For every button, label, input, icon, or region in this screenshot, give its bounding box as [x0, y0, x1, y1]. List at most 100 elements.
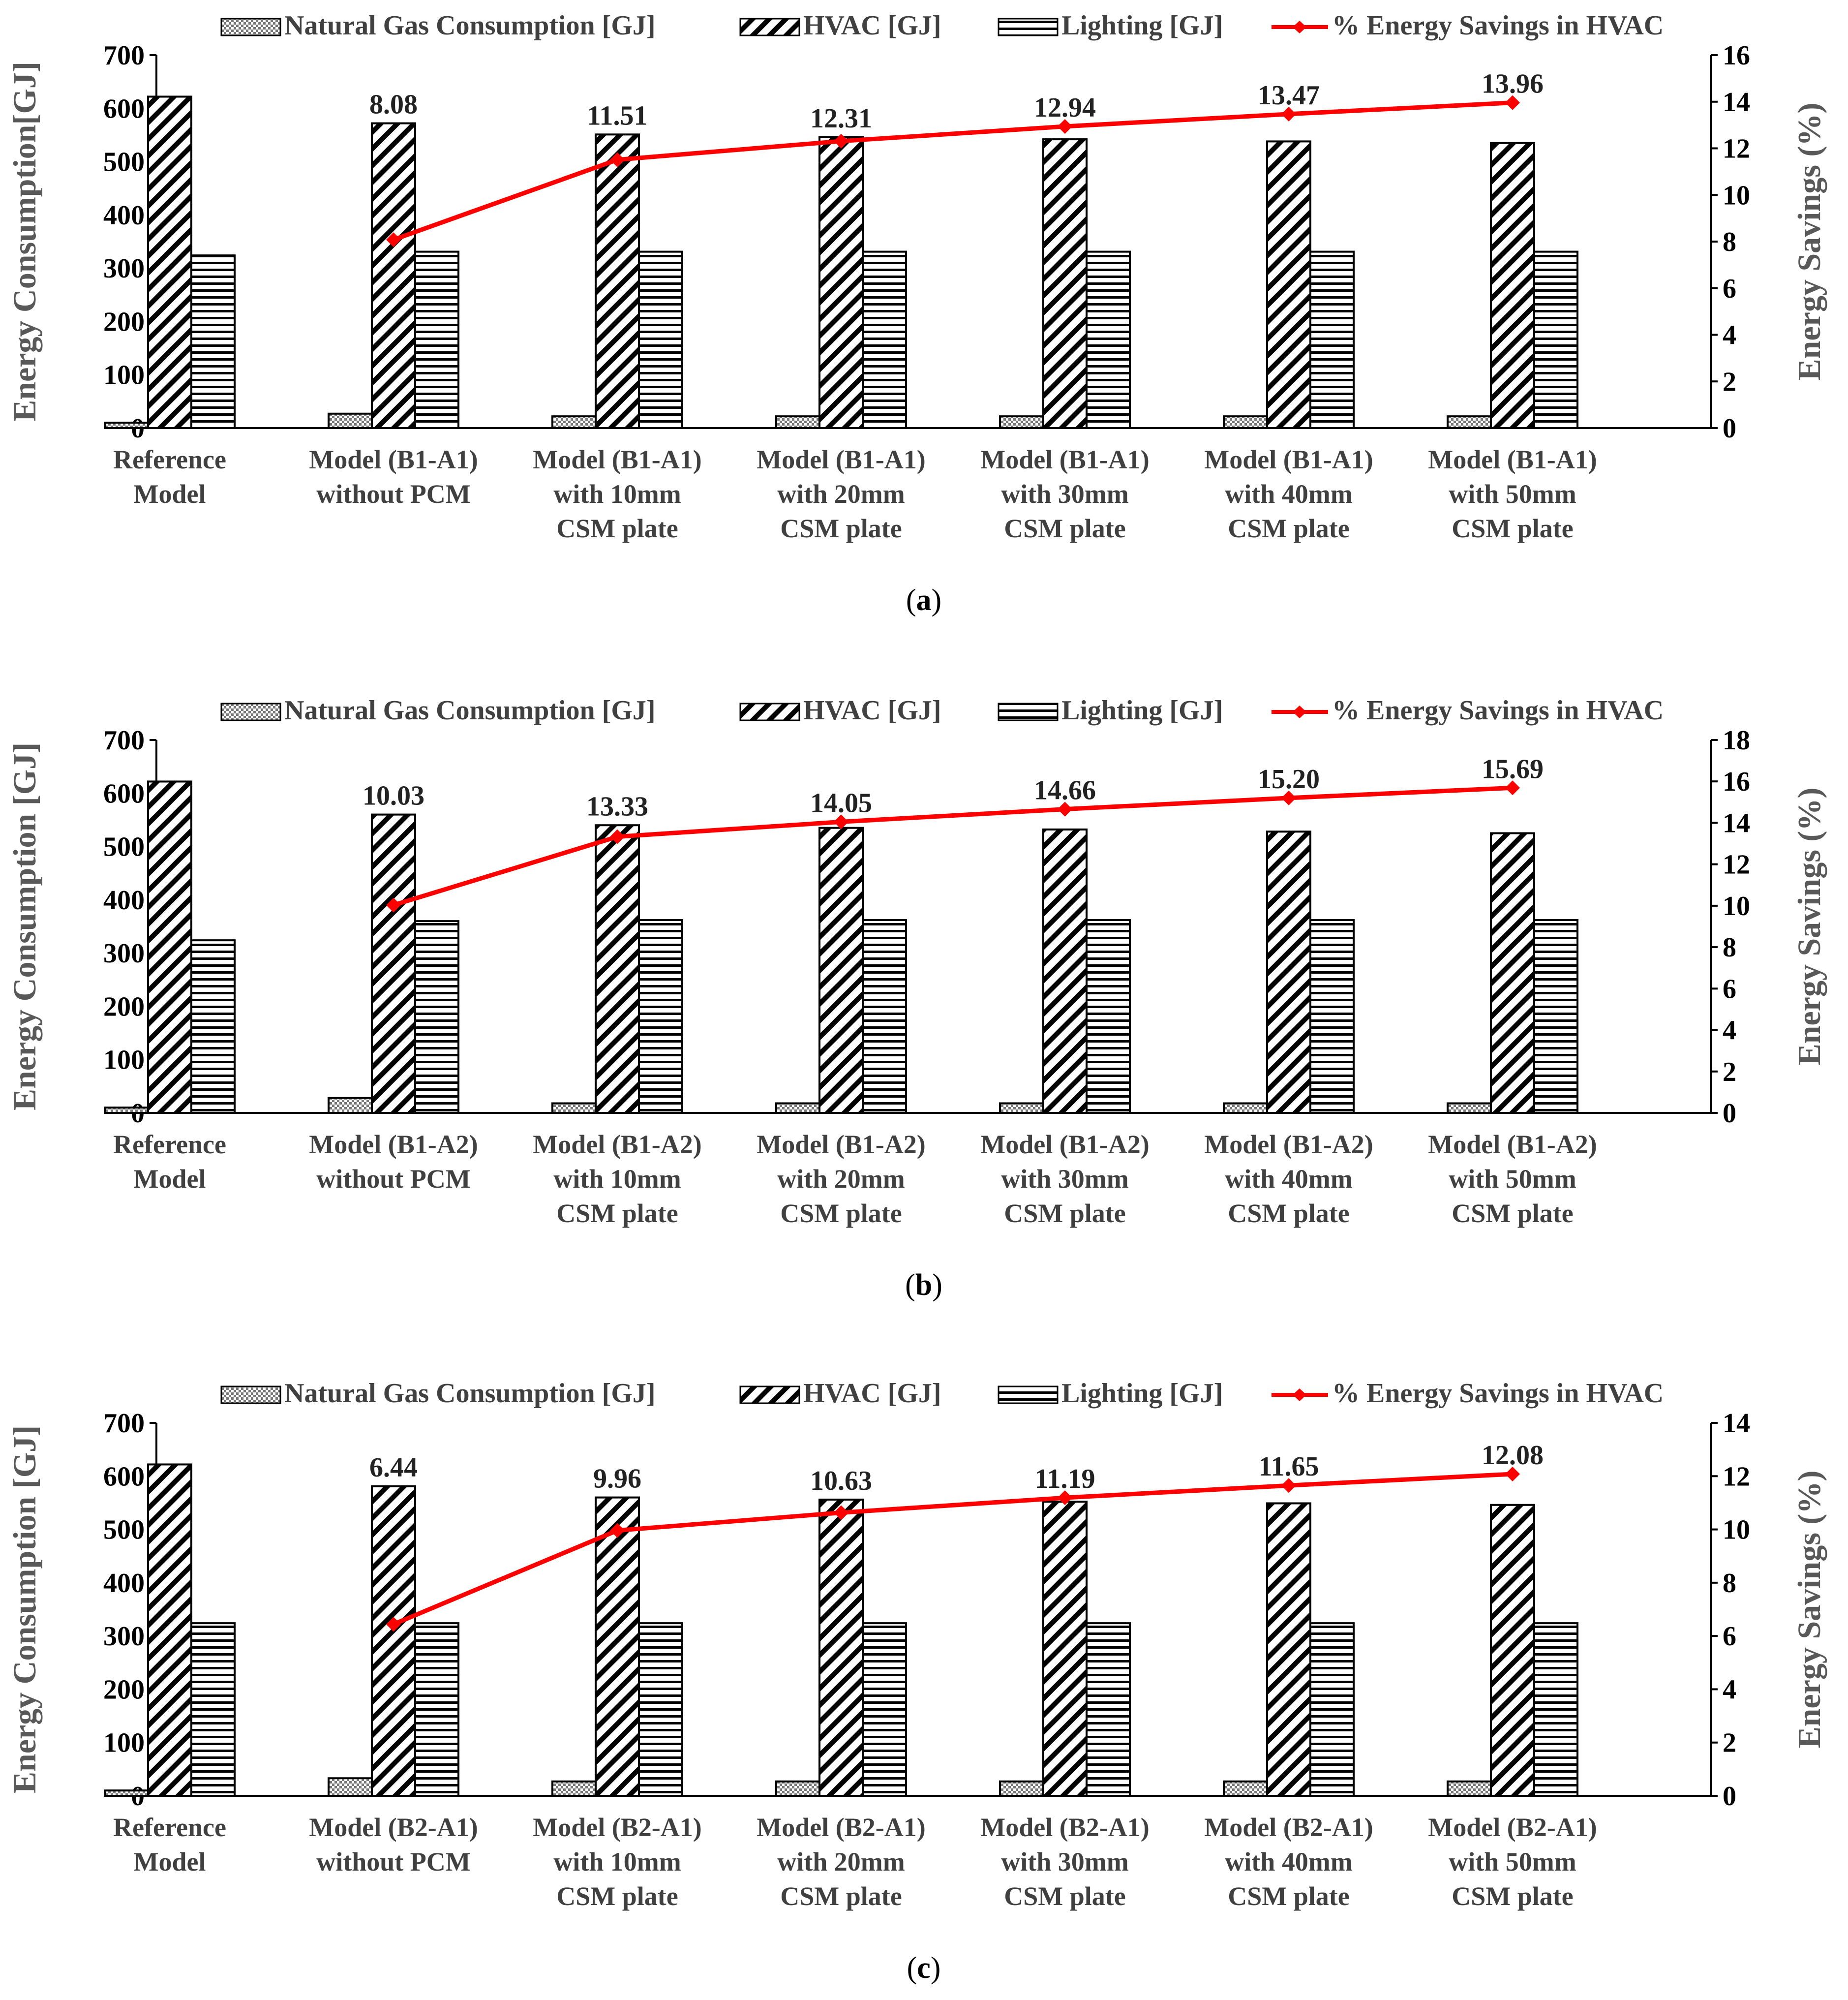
bar-gas — [551, 1780, 597, 1797]
y2-tick-label: 8 — [1723, 1568, 1736, 1599]
y2-axis-title: Energy Savings (%) — [1791, 1471, 1827, 1749]
bar-hvac — [147, 95, 192, 430]
bar-hvac — [1266, 1502, 1311, 1797]
bar-gas — [1223, 415, 1268, 429]
bar-lighting — [638, 250, 683, 429]
savings-point — [1505, 1466, 1520, 1481]
x-tick-label: Reference — [113, 445, 226, 474]
y2-tick-label: 14 — [1723, 1408, 1750, 1439]
bar-hvac — [1042, 138, 1088, 429]
chart-panel-c: Natural Gas Consumption [GJ] HVAC [GJ] Lig… — [7, 1378, 1827, 1985]
legend-marker-savings — [1293, 21, 1306, 33]
savings-data-label: 6.44 — [369, 1452, 418, 1483]
chart-panel-a: Natural Gas Consumption [GJ] HVAC [GJ] Lig… — [7, 10, 1827, 617]
bar-hvac — [1490, 1504, 1535, 1797]
x-tick-label: with 30mm — [1001, 1164, 1128, 1194]
y-tick-label: 500 — [103, 147, 145, 178]
bar-lighting — [1533, 250, 1578, 429]
x-tick-label: with 50mm — [1449, 1164, 1576, 1194]
bar-gas — [775, 1780, 820, 1797]
savings-point — [386, 1617, 401, 1632]
bar-lighting — [190, 939, 236, 1114]
x-tick-label: Reference — [113, 1130, 226, 1159]
y-tick-label: 600 — [103, 778, 145, 809]
x-tick-label: with 40mm — [1225, 1164, 1352, 1194]
x-tick-label: Model (B1-A2) — [533, 1130, 701, 1159]
y-tick-label: 100 — [103, 1728, 145, 1758]
bar-hvac — [147, 1463, 192, 1797]
bar-gas — [328, 412, 373, 430]
legend: Natural Gas Consumption [GJ] HVAC [GJ] Lig… — [220, 695, 1664, 726]
x-tick-label: Model (B1-A1) — [1428, 445, 1597, 474]
x-tick-label: Model (B2-A1) — [309, 1813, 478, 1842]
savings-point — [1281, 106, 1296, 122]
bar-gas — [775, 1102, 820, 1114]
bar-gas — [328, 1097, 373, 1114]
y-tick-label: 300 — [103, 253, 145, 284]
legend-label-savings: % Energy Savings in HVAC — [1332, 1378, 1664, 1409]
bar-gas — [551, 1102, 597, 1114]
y-tick-label: 700 — [103, 40, 145, 71]
savings-data-label: 11.19 — [1035, 1464, 1095, 1494]
x-tick-label: CSM plate — [556, 514, 678, 543]
savings-point — [834, 133, 848, 149]
savings-data-label: 14.66 — [1034, 775, 1096, 806]
x-tick-label: with 50mm — [1449, 1847, 1576, 1877]
savings-line — [393, 1472, 1513, 1627]
y2-tick-label: 16 — [1723, 767, 1750, 797]
bar-hvac — [1266, 140, 1311, 429]
y-tick-label: 500 — [103, 832, 145, 862]
y2-tick-label: 6 — [1723, 274, 1736, 304]
panel-label: (a) — [906, 584, 941, 617]
bar-hvac — [595, 1496, 640, 1797]
y-tick-label: 400 — [103, 885, 145, 916]
savings-point — [834, 1505, 848, 1520]
x-tick-label: Model (B1-A1) — [757, 445, 925, 474]
y2-tick-label: 0 — [1723, 1781, 1736, 1812]
legend-label-lighting: Lighting [GJ] — [1061, 10, 1223, 41]
panel-label: (c) — [907, 1951, 941, 1985]
x-tick-label: without PCM — [316, 1164, 470, 1194]
bar-lighting — [1309, 1622, 1355, 1797]
panel-label: (b) — [905, 1268, 942, 1302]
bar-hvac — [1490, 142, 1535, 429]
bars — [104, 95, 1578, 430]
bar-hvac — [595, 824, 640, 1114]
bar-gas — [104, 1789, 149, 1797]
savings-point — [1058, 1490, 1072, 1506]
bar-lighting — [1086, 919, 1131, 1114]
legend-swatch-lighting — [998, 703, 1059, 721]
savings-point — [1505, 780, 1520, 796]
bar-hvac — [1042, 828, 1088, 1114]
x-tick-label: CSM plate — [556, 1199, 678, 1228]
bar-lighting — [414, 1622, 459, 1797]
legend-swatch-lighting — [998, 1385, 1059, 1404]
y-axis-title: Energy Consumption[GJ] — [7, 62, 43, 422]
y-tick-label: 700 — [103, 1408, 145, 1439]
savings-point — [834, 814, 848, 830]
y2-tick-label: 10 — [1723, 891, 1750, 922]
savings-data-label: 10.03 — [363, 781, 424, 811]
y-tick-label: 700 — [103, 725, 145, 756]
legend-swatch-hvac — [739, 1385, 800, 1404]
y2-tick-label: 8 — [1723, 932, 1736, 963]
x-tick-label: CSM plate — [1452, 1199, 1573, 1228]
legend-label-lighting: Lighting [GJ] — [1061, 695, 1223, 726]
x-tick-label: Model (B1-A1) — [309, 445, 478, 474]
x-tick-label: Model (B1-A1) — [1204, 445, 1373, 474]
x-tick-label: with 40mm — [1225, 1847, 1352, 1877]
legend-label-gas: Natural Gas Consumption [GJ] — [284, 1378, 656, 1409]
y2-axis-title: Energy Savings (%) — [1791, 788, 1827, 1066]
bar-hvac — [818, 1498, 864, 1797]
x-tick-label: with 50mm — [1449, 479, 1576, 509]
savings-point — [1281, 1478, 1296, 1493]
bar-gas — [104, 1107, 149, 1114]
bar-gas — [1223, 1780, 1268, 1797]
y-axis-title: Energy Consumption [GJ] — [7, 742, 43, 1110]
x-tick-label: Model (B1-A2) — [1204, 1130, 1373, 1159]
axes: 01002003004005006007000246810121416 — [103, 40, 1750, 444]
x-tick-label: with 20mm — [777, 1847, 905, 1877]
bar-lighting — [414, 920, 459, 1114]
y-tick-label: 200 — [103, 1674, 145, 1705]
y2-tick-label: 18 — [1723, 725, 1750, 756]
